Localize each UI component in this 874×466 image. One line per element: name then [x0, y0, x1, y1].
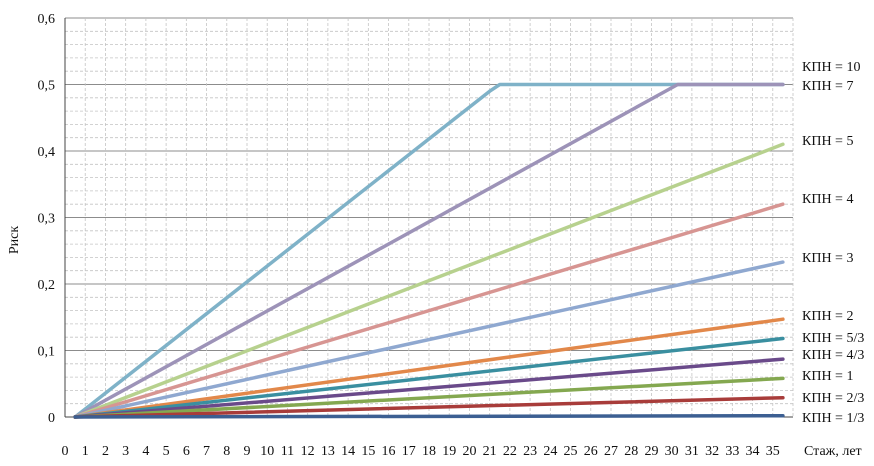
x-axis-label: Стаж, лет [804, 444, 862, 459]
series-line [73, 202, 785, 419]
x-tick-label: 26 [584, 444, 598, 459]
x-tick-label: 0 [62, 444, 69, 459]
series-lines [73, 82, 785, 419]
x-tick-label: 33 [725, 444, 739, 459]
x-tick-label: 25 [564, 444, 578, 459]
x-tick-label: 13 [321, 444, 335, 459]
x-tick-label: 28 [624, 444, 638, 459]
x-tick-label: 9 [244, 444, 251, 459]
series-line [73, 376, 785, 419]
y-axis-label: Риск [7, 226, 22, 254]
x-tick-label: 29 [644, 444, 658, 459]
x-tick-label: 7 [203, 444, 210, 459]
series-label: КПН = 3 [802, 251, 853, 266]
y-tick-label: 0,3 [38, 212, 56, 227]
x-tick-label: 32 [705, 444, 719, 459]
x-tick-label: 12 [301, 444, 315, 459]
series-label: КПН = 1 [802, 369, 853, 384]
x-tick-label: 17 [402, 444, 416, 459]
x-tick-label: 20 [462, 444, 476, 459]
series-label: КПН = 2 [802, 309, 853, 324]
x-tick-label: 4 [142, 444, 149, 459]
x-tick-labels: 0 1 2 3 4 5 6 7 8 9 10 11 12 13 14 15 16 17 18 19 20 21 22 23 24… [62, 444, 780, 459]
series-line [73, 82, 785, 419]
series-line [73, 336, 785, 419]
x-tick-label: 14 [341, 444, 355, 459]
x-tick-label: 34 [746, 444, 760, 459]
grid [64, 17, 794, 418]
x-tick-label: 15 [361, 444, 375, 459]
y-tick-label: 0,1 [38, 345, 56, 360]
series-line [73, 357, 785, 419]
series-label: КПН = 5/3 [802, 331, 864, 346]
series-label: КПН = 4/3 [802, 348, 864, 363]
y-tick-label: 0,4 [38, 145, 56, 160]
x-tick-label: 1 [82, 444, 89, 459]
series-labels: КПН = 10 КПН = 7 КПН = 5 КПН = 4 КПН = 3 КПН … [802, 60, 864, 426]
series-label: КПН = 7 [802, 79, 853, 94]
x-tick-label: 19 [442, 444, 456, 459]
x-tick-label: 2 [102, 444, 109, 459]
y-tick-label: 0 [48, 411, 55, 426]
series-line [73, 142, 785, 419]
x-tick-label: 6 [183, 444, 190, 459]
series-label: КПН = 10 [802, 60, 860, 75]
x-tick-label: 16 [382, 444, 396, 459]
x-tick-label: 22 [503, 444, 517, 459]
series-line [73, 82, 785, 419]
series-label: КПН = 1/3 [802, 411, 864, 426]
x-tick-label: 31 [685, 444, 699, 459]
x-tick-label: 23 [523, 444, 537, 459]
x-tick-label: 35 [766, 444, 780, 459]
series-label: КПН = 2/3 [802, 391, 864, 406]
series-line [73, 260, 785, 419]
series-label: КПН = 4 [802, 192, 853, 207]
y-tick-labels: 0 0,1 0,2 0,3 0,4 0,5 0,6 [38, 12, 56, 426]
x-tick-label: 18 [422, 444, 436, 459]
series-line [73, 395, 785, 419]
x-tick-label: 10 [260, 444, 274, 459]
series-label: КПН = 5 [802, 134, 853, 149]
x-tick-label: 27 [604, 444, 618, 459]
y-tick-label: 0,5 [38, 79, 56, 94]
x-tick-label: 30 [665, 444, 679, 459]
x-tick-label: 11 [281, 444, 294, 459]
x-tick-label: 5 [163, 444, 170, 459]
series-line [73, 413, 785, 419]
y-tick-label: 0,2 [38, 278, 56, 293]
x-tick-label: 21 [483, 444, 497, 459]
y-tick-label: 0,6 [38, 12, 56, 27]
x-tick-label: 8 [223, 444, 230, 459]
series-line [73, 317, 785, 419]
x-tick-label: 3 [122, 444, 129, 459]
x-tick-label: 24 [543, 444, 557, 459]
